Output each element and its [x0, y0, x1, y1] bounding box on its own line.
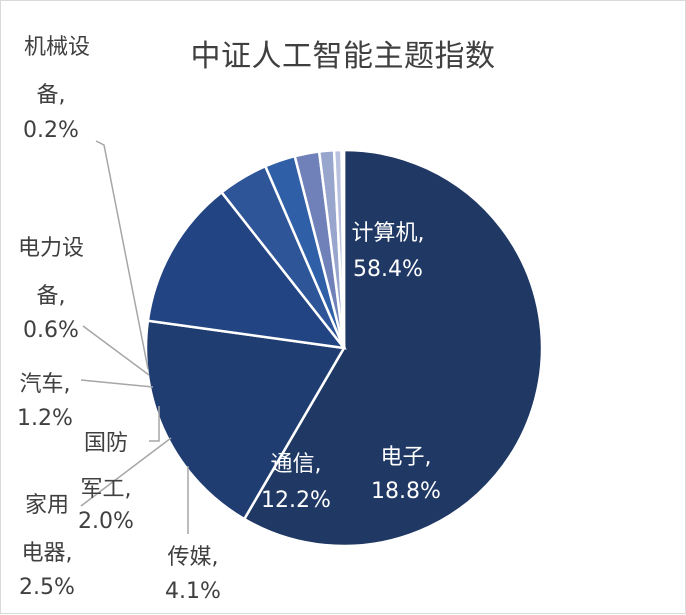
- leader-line-8: [82, 325, 150, 376]
- leader-line-7: [80, 379, 154, 388]
- slice-label-text: 电力设: [18, 236, 84, 261]
- slice-label-text: 军工,: [81, 477, 132, 502]
- slice-label-text: 2.5%: [19, 575, 75, 600]
- slice-label-4: 传媒, 4.1%: [165, 545, 221, 604]
- slice-label-text: 机械设: [24, 35, 90, 60]
- pie-slice-1: [242, 148, 544, 548]
- pie-slice-9: [340, 148, 346, 349]
- chart-title: 中证人工智能主题指数: [190, 39, 496, 74]
- slice-label-text: 18.8%: [371, 479, 441, 504]
- slice-label-text: 传媒,: [168, 545, 219, 570]
- slice-label-text: 0.6%: [23, 318, 79, 343]
- leader-line-9: [95, 140, 149, 370]
- slice-label-text: 备,: [37, 284, 66, 309]
- slice-label-text: 计算机,: [352, 221, 425, 246]
- slice-label-text: 汽车,: [20, 372, 71, 397]
- slice-label-3: 通信, 12.2%: [261, 452, 331, 513]
- pie-slice-2: [144, 319, 347, 521]
- slice-label-text: 12.2%: [261, 488, 331, 513]
- slice-label-2: 电子, 18.8%: [371, 445, 441, 504]
- slice-label-text: 备,: [37, 83, 66, 108]
- pie-slice-3: [146, 190, 347, 350]
- leader-line-5: [80, 437, 172, 507]
- slice-label-7: 汽车, 1.2%: [17, 372, 73, 431]
- slice-label-text: 通信,: [271, 452, 322, 477]
- leader-line-6: [149, 406, 160, 442]
- slice-label-text: 家用: [25, 493, 69, 518]
- slice-label-text: 国防: [84, 431, 128, 456]
- slice-label-text: 2.0%: [78, 509, 134, 534]
- slice-label-1: 计算机, 58.4%: [352, 221, 425, 282]
- slice-label-text: 电器,: [22, 541, 73, 566]
- slice-label-text: 58.4%: [353, 257, 423, 282]
- slice-label-text: 电子,: [381, 445, 432, 470]
- slice-label-text: 4.1%: [165, 579, 221, 604]
- slice-label-text: 0.2%: [23, 118, 79, 143]
- slice-label-text: 1.2%: [17, 406, 73, 431]
